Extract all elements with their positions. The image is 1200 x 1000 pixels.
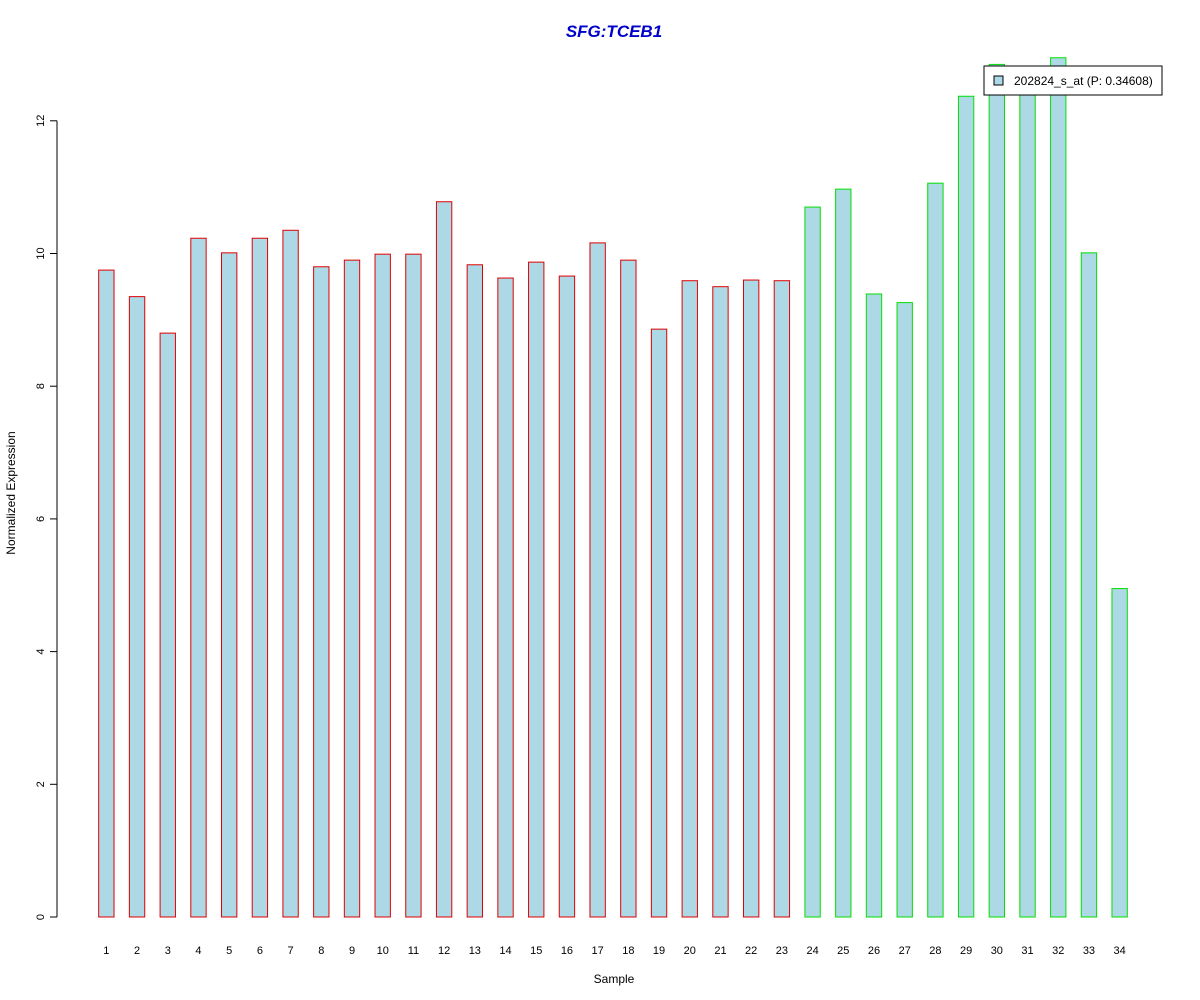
x-tick-label: 22	[745, 945, 757, 957]
x-tick-label: 5	[226, 945, 232, 957]
bar-sample-24	[804, 206, 821, 918]
legend: 202824_s_at (P: 0.34608)	[983, 65, 1163, 96]
bar-sample-2	[128, 296, 146, 918]
y-tick-label: 8	[35, 383, 47, 389]
x-tick-label: 11	[408, 945, 419, 957]
bar-sample-15	[528, 261, 545, 918]
bar-sample-28	[927, 182, 944, 918]
bar-sample-4	[190, 237, 207, 918]
bar-sample-12	[435, 201, 453, 918]
x-tick-label: 23	[776, 945, 788, 957]
x-tick-label: 20	[684, 945, 696, 957]
bar-sample-20	[681, 280, 698, 918]
bar-sample-17	[589, 242, 606, 918]
bar-sample-27	[896, 302, 913, 918]
y-tick-label: 4	[35, 649, 47, 655]
x-tick-label: 19	[653, 945, 665, 957]
x-tick-label: 25	[837, 945, 849, 957]
x-tick-label: 26	[868, 945, 880, 957]
x-tick-label: 29	[960, 945, 972, 957]
y-axis: 0 2 4 6 8 10 12	[35, 115, 58, 920]
x-tick-label: 21	[714, 945, 726, 957]
x-tick-label: 12	[438, 945, 450, 957]
x-tick-label: 18	[622, 945, 634, 957]
bar-sample-8	[313, 266, 330, 918]
x-tick-label: 17	[592, 945, 604, 957]
legend-swatch	[993, 75, 1004, 86]
bar-sample-21	[712, 286, 729, 918]
bar-sample-13	[466, 264, 484, 918]
legend-label: 202824_s_at (P: 0.34608)	[1014, 74, 1153, 88]
x-tick-label: 31	[1021, 945, 1033, 957]
bar-sample-25	[835, 188, 852, 918]
x-tick-label: 3	[165, 945, 171, 957]
bar-sample-6	[251, 237, 269, 918]
bar-sample-7	[282, 229, 299, 918]
x-tick-label: 13	[469, 945, 481, 957]
x-tick-label: 28	[929, 945, 941, 957]
x-tick-label: 1	[103, 945, 109, 957]
bar-sample-18	[620, 259, 637, 918]
x-tick-label: 9	[349, 945, 355, 957]
x-tick-label: 7	[288, 945, 294, 957]
x-tick-label: 27	[899, 945, 911, 957]
x-tick-label: 14	[499, 945, 511, 957]
x-tick-label: 2	[134, 945, 140, 957]
x-tick-label: 34	[1114, 945, 1126, 957]
y-tick-label: 10	[35, 247, 47, 259]
bar-sample-34	[1111, 588, 1128, 918]
x-tick-label: 24	[806, 945, 818, 957]
y-tick-label: 0	[35, 914, 47, 920]
bar-sample-10	[374, 253, 391, 918]
x-axis-title: Sample	[594, 972, 635, 986]
y-tick-label: 2	[35, 781, 47, 787]
x-tick-label: 33	[1083, 945, 1095, 957]
bar-sample-29	[957, 95, 975, 918]
x-tick-label: 15	[530, 945, 542, 957]
x-tick-label: 10	[377, 945, 389, 957]
y-axis-title: Normalized Expression	[4, 431, 18, 554]
bar-sample-23	[773, 280, 791, 918]
x-axis: 1 2 3 4 5 6 7 8 9 10 11 12 13 14 15 16 17 18 19 20 21 22 23 24 2…	[103, 945, 1125, 957]
bars-group	[98, 57, 1128, 918]
bar-sample-30	[988, 63, 1005, 918]
x-tick-label: 30	[991, 945, 1003, 957]
bar-sample-26	[865, 293, 883, 918]
bar-sample-16	[558, 275, 576, 918]
bar-sample-32	[1050, 57, 1067, 918]
bar-sample-11	[405, 253, 422, 918]
bar-sample-5	[221, 252, 238, 918]
bar-sample-33	[1080, 252, 1098, 918]
x-tick-label: 16	[561, 945, 573, 957]
x-tick-label: 6	[257, 945, 263, 957]
bar-sample-1	[98, 269, 115, 918]
y-tick-label: 6	[35, 516, 47, 522]
bar-sample-22	[743, 279, 760, 918]
legend-box	[983, 65, 1163, 96]
x-tick-label: 4	[195, 945, 201, 957]
y-tick-label: 12	[35, 115, 47, 127]
bar-sample-9	[343, 259, 361, 918]
bar-sample-31	[1019, 93, 1036, 918]
bar-sample-19	[650, 328, 668, 918]
bar-sample-3	[159, 332, 176, 918]
x-tick-label: 8	[318, 945, 324, 957]
x-tick-label: 32	[1052, 945, 1064, 957]
bar-sample-14	[497, 277, 514, 918]
chart-title: SFG:TCEB1	[566, 22, 662, 41]
